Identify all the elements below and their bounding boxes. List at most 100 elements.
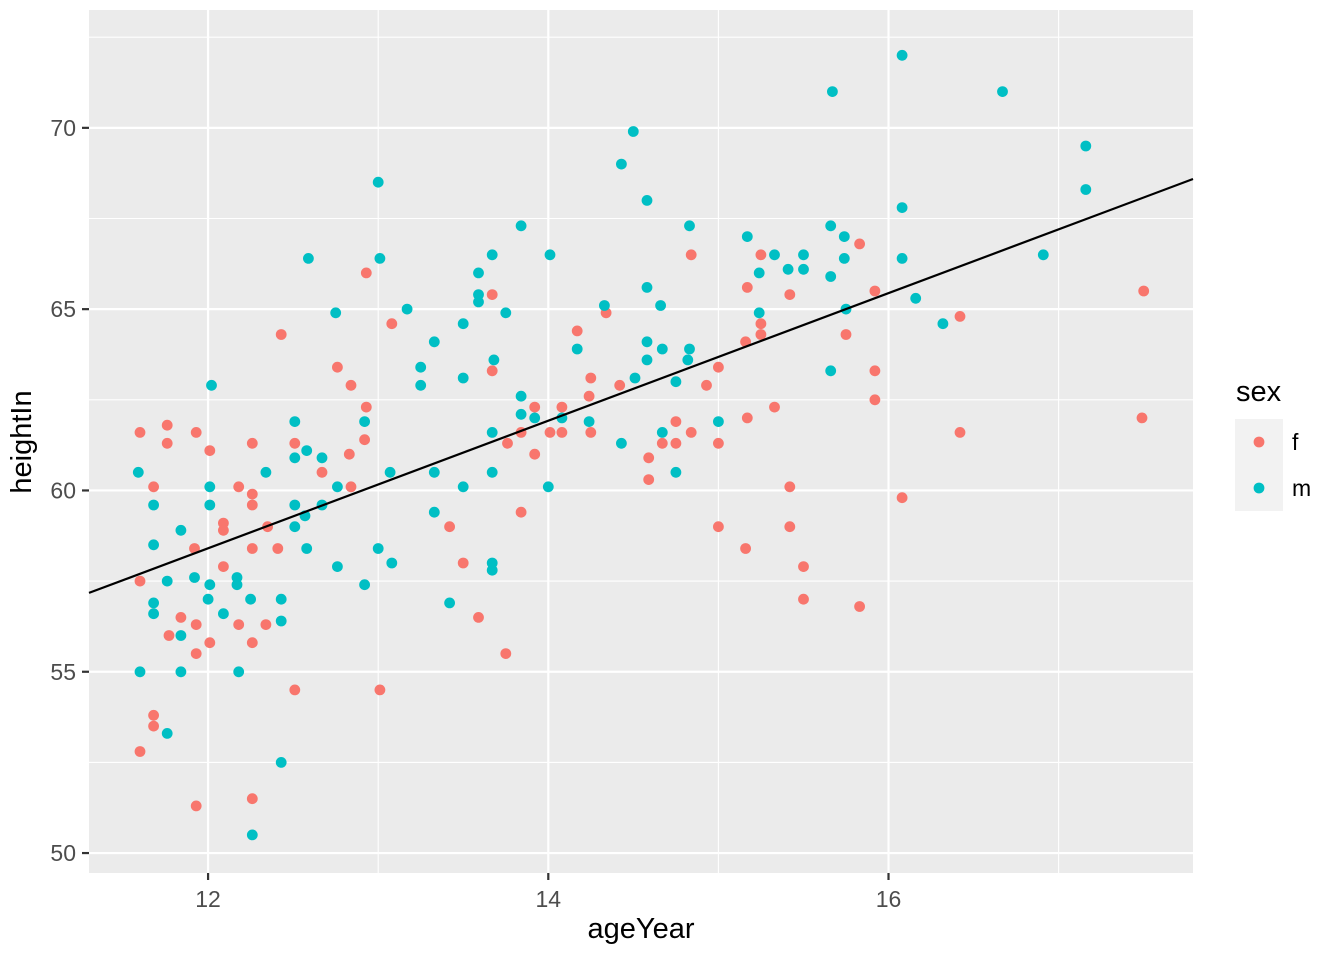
data-point-m	[670, 376, 682, 388]
data-point-m	[753, 267, 765, 279]
data-point-f	[260, 619, 272, 630]
data-point-f	[246, 543, 258, 554]
data-point-m	[148, 597, 160, 609]
data-point-f	[643, 452, 655, 464]
data-point-f	[289, 437, 301, 449]
data-point-m	[204, 499, 216, 511]
data-point-m	[838, 231, 850, 243]
data-point-m	[641, 282, 653, 293]
data-point-f	[246, 499, 258, 511]
data-point-m	[444, 597, 455, 609]
data-point-m	[204, 481, 216, 493]
data-point-f	[656, 437, 668, 449]
x-tick-label: 12	[195, 886, 221, 912]
data-point-m	[500, 307, 512, 319]
data-point-m	[175, 630, 187, 641]
data-point-f	[175, 612, 187, 623]
data-point-m	[583, 416, 595, 427]
data-point-m	[148, 539, 160, 551]
data-point-f	[741, 412, 753, 424]
data-point-m	[428, 336, 440, 348]
data-point-m	[825, 220, 837, 232]
data-point-m	[148, 608, 160, 620]
data-point-m	[260, 466, 272, 478]
data-point-m	[684, 220, 695, 232]
data-point-m	[289, 416, 301, 427]
data-point-f	[246, 793, 258, 805]
data-point-f	[134, 746, 146, 757]
data-point-f	[161, 437, 173, 449]
data-point-m	[275, 757, 287, 768]
data-point-m	[218, 608, 229, 620]
data-point-m	[332, 481, 343, 493]
data-point-f	[670, 416, 682, 427]
data-point-f	[374, 684, 386, 696]
data-point-m	[827, 86, 838, 97]
data-point-m	[486, 249, 498, 261]
data-point-f	[218, 561, 229, 572]
data-point-m	[713, 416, 724, 427]
plot-panel	[89, 10, 1193, 873]
data-point-m	[488, 354, 500, 366]
data-point-m	[641, 336, 653, 348]
data-point-f	[670, 437, 682, 449]
data-point-f	[869, 285, 881, 297]
y-tick-label: 70	[50, 115, 76, 141]
data-point-m	[937, 318, 949, 330]
data-point-m	[629, 372, 641, 384]
data-point-f	[246, 637, 258, 649]
data-point-m	[753, 307, 765, 319]
data-point-m	[769, 249, 780, 261]
data-point-f	[854, 601, 865, 612]
data-point-f	[740, 336, 751, 348]
data-point-f	[345, 481, 357, 493]
data-point-m	[161, 575, 173, 587]
data-point-m	[372, 176, 384, 188]
data-point-f	[529, 448, 541, 460]
data-point-m	[246, 829, 258, 841]
data-point-m	[231, 579, 243, 591]
legend-label-m: m	[1292, 475, 1311, 501]
data-point-f	[161, 419, 173, 431]
data-point-m	[332, 561, 343, 572]
data-point-m	[415, 379, 427, 391]
data-point-f	[755, 249, 767, 261]
data-point-f	[954, 427, 966, 438]
data-point-f	[798, 593, 809, 605]
data-point-m	[132, 466, 144, 478]
data-point-m	[330, 307, 342, 319]
data-point-m	[428, 466, 440, 478]
data-point-f	[190, 648, 202, 659]
data-point-f	[343, 448, 355, 460]
data-point-f	[515, 506, 527, 518]
data-point-m	[189, 572, 200, 583]
data-point-f	[685, 427, 697, 438]
data-point-m	[161, 728, 173, 739]
data-point-f	[769, 401, 780, 413]
legend-label-f: f	[1292, 429, 1299, 455]
x-axis-title: ageYear	[588, 913, 695, 945]
data-point-m	[571, 343, 583, 355]
data-point-f	[289, 684, 301, 696]
data-point-m	[741, 231, 753, 243]
data-point-m	[515, 220, 527, 232]
data-point-m	[1080, 184, 1092, 195]
data-point-f	[457, 557, 469, 569]
data-point-f	[473, 612, 484, 623]
data-point-m	[896, 253, 908, 264]
data-point-m	[486, 564, 498, 576]
data-point-m	[838, 253, 850, 264]
data-point-m	[529, 412, 541, 424]
data-point-m	[415, 361, 427, 373]
data-point-m	[616, 158, 627, 170]
data-point-m	[289, 499, 301, 511]
data-point-f	[571, 325, 583, 337]
data-point-m	[134, 666, 146, 678]
regression-line	[88, 177, 1194, 594]
data-point-m	[782, 263, 794, 275]
y-tick-label: 60	[50, 477, 76, 503]
data-point-f	[316, 466, 328, 478]
data-point-m	[997, 86, 1008, 97]
data-point-f	[134, 575, 146, 587]
